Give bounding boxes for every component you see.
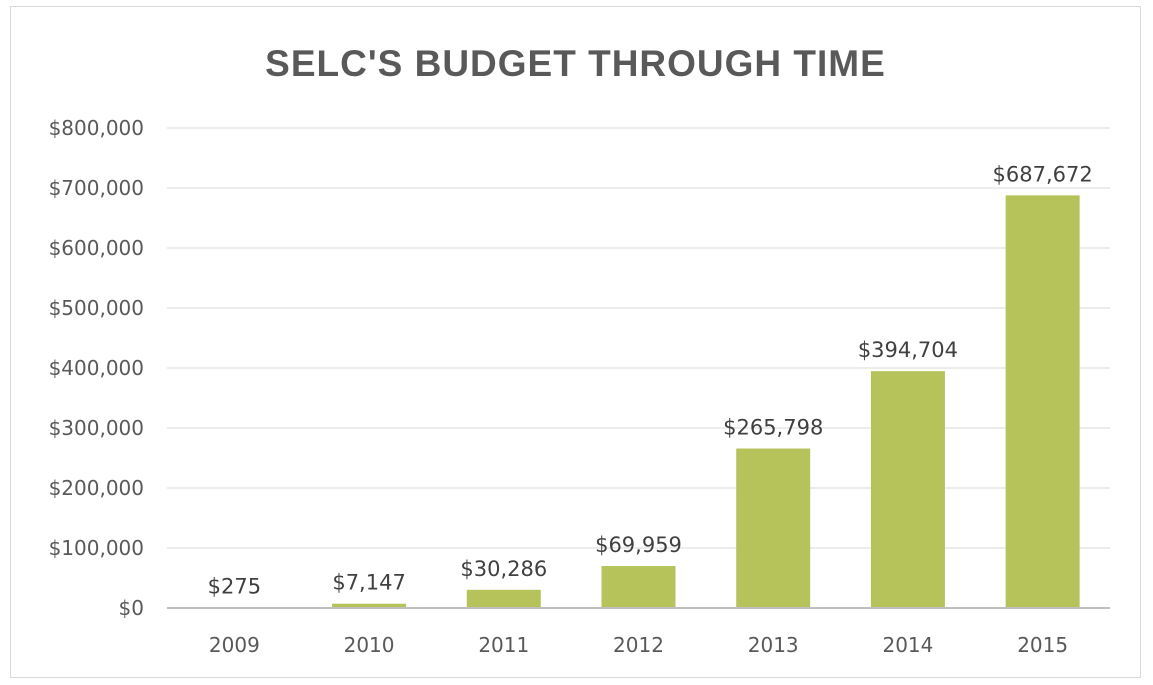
data-label-2011: $30,286 bbox=[460, 557, 547, 581]
bar-2014 bbox=[870, 371, 945, 608]
x-tick-label: 2014 bbox=[882, 633, 933, 657]
bars bbox=[197, 195, 1080, 609]
y-tick-label: $400,000 bbox=[49, 356, 144, 380]
x-tick-label: 2011 bbox=[478, 633, 529, 657]
bar-2012 bbox=[601, 566, 676, 608]
data-label-2012: $69,959 bbox=[595, 533, 682, 557]
data-label-2013: $265,798 bbox=[723, 416, 823, 440]
bar-2010 bbox=[332, 603, 407, 608]
x-tick-label: 2010 bbox=[344, 633, 395, 657]
data-label-2015: $687,672 bbox=[993, 162, 1093, 186]
y-tick-label: $600,000 bbox=[49, 236, 144, 260]
chart-frame: SELC'S BUDGET THROUGH TIME bbox=[10, 6, 1141, 678]
x-tick-label: 2012 bbox=[613, 633, 664, 657]
y-axis-tick-labels: $0 $100,000 $200,000 $300,000 $400,000 $500,0… bbox=[49, 116, 144, 620]
y-tick-label: $200,000 bbox=[49, 476, 144, 500]
bar-2011 bbox=[466, 589, 541, 608]
y-tick-label: $100,000 bbox=[49, 536, 144, 560]
chart-title: SELC'S BUDGET THROUGH TIME bbox=[265, 43, 886, 84]
x-tick-label: 2015 bbox=[1017, 633, 1068, 657]
y-tick-label: $800,000 bbox=[49, 116, 144, 140]
bar-2015 bbox=[1005, 195, 1080, 609]
y-tick-label: $700,000 bbox=[49, 176, 144, 200]
x-tick-label: 2009 bbox=[209, 633, 260, 657]
y-tick-label: $300,000 bbox=[49, 416, 144, 440]
data-label-2009: $275 bbox=[208, 574, 261, 598]
y-tick-label: $0 bbox=[119, 596, 144, 620]
x-axis-tick-labels: 2009 2010 2011 2012 2013 2014 2015 bbox=[209, 633, 1068, 657]
x-tick-label: 2013 bbox=[748, 633, 799, 657]
data-label-2010: $7,147 bbox=[332, 571, 405, 595]
y-tick-label: $500,000 bbox=[49, 296, 144, 320]
data-labels: $275 $7,147 $30,286 $69,959 $265,798 $394,704… bbox=[208, 162, 1093, 598]
bar-2013 bbox=[736, 448, 811, 608]
gridlines bbox=[167, 127, 1110, 549]
data-label-2014: $394,704 bbox=[858, 338, 958, 362]
